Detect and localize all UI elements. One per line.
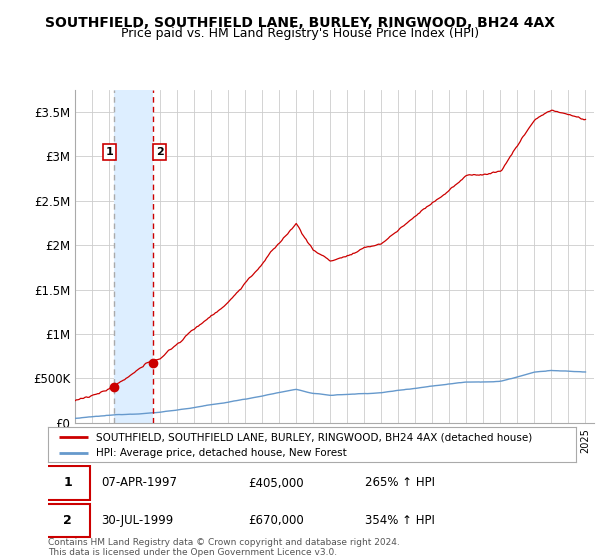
Text: HPI: Average price, detached house, New Forest: HPI: Average price, detached house, New … (95, 449, 346, 458)
Text: £405,000: £405,000 (248, 477, 304, 489)
Text: £670,000: £670,000 (248, 514, 304, 527)
FancyBboxPatch shape (46, 504, 90, 537)
Text: SOUTHFIELD, SOUTHFIELD LANE, BURLEY, RINGWOOD, BH24 4AX (detached house): SOUTHFIELD, SOUTHFIELD LANE, BURLEY, RIN… (95, 432, 532, 442)
Text: 354% ↑ HPI: 354% ↑ HPI (365, 514, 434, 527)
Text: SOUTHFIELD, SOUTHFIELD LANE, BURLEY, RINGWOOD, BH24 4AX: SOUTHFIELD, SOUTHFIELD LANE, BURLEY, RIN… (45, 16, 555, 30)
Text: 07-APR-1997: 07-APR-1997 (101, 477, 177, 489)
Text: 2: 2 (63, 514, 72, 527)
Text: Price paid vs. HM Land Registry's House Price Index (HPI): Price paid vs. HM Land Registry's House … (121, 27, 479, 40)
Text: 265% ↑ HPI: 265% ↑ HPI (365, 477, 435, 489)
Text: Contains HM Land Registry data © Crown copyright and database right 2024.
This d: Contains HM Land Registry data © Crown c… (48, 538, 400, 557)
FancyBboxPatch shape (46, 466, 90, 500)
Text: 1: 1 (106, 147, 113, 157)
Text: 2: 2 (156, 147, 164, 157)
Bar (113, 90, 153, 423)
Text: 1: 1 (63, 477, 72, 489)
Text: 30-JUL-1999: 30-JUL-1999 (101, 514, 173, 527)
